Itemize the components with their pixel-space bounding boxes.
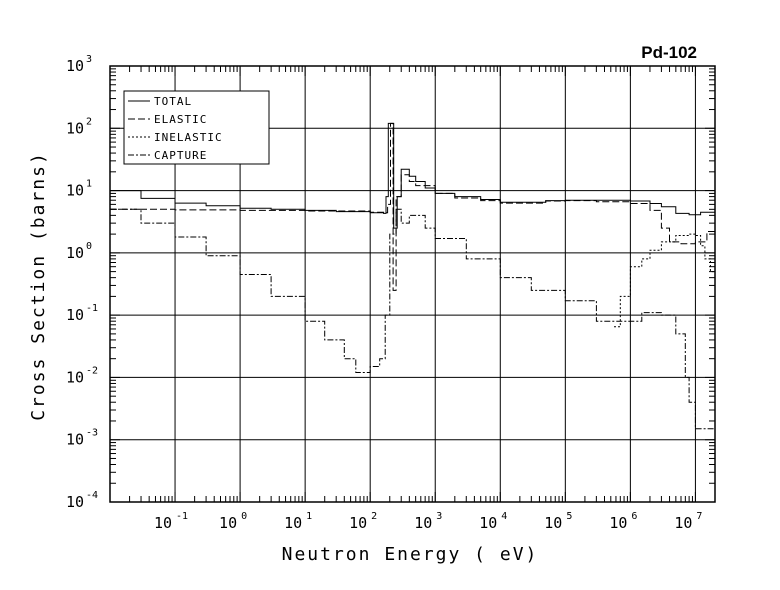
series-capture-line bbox=[110, 208, 715, 435]
x-tick-label: 10 6 bbox=[609, 511, 637, 532]
y-tick-base: 10 bbox=[66, 182, 84, 200]
y-tick-base: 10 bbox=[66, 119, 84, 137]
y-tick-base: 10 bbox=[66, 244, 84, 262]
y-tick-exponent: -4 bbox=[86, 490, 98, 501]
legend-box bbox=[123, 90, 270, 165]
y-tick-exponent: -1 bbox=[86, 303, 98, 314]
y-tick-label: 10 -2 bbox=[66, 365, 98, 386]
x-tick-exponent: 5 bbox=[566, 511, 572, 522]
y-tick-exponent: 3 bbox=[86, 54, 92, 65]
x-tick-exponent: 2 bbox=[371, 511, 377, 522]
y-tick-label: 10 3 bbox=[66, 54, 92, 75]
grid-lines bbox=[110, 66, 715, 502]
y-tick-label: 10 2 bbox=[66, 116, 92, 137]
x-tick-exponent: 3 bbox=[436, 511, 442, 522]
x-tick-label: 10 2 bbox=[349, 511, 377, 532]
y-tick-label: 10 -4 bbox=[66, 490, 98, 511]
x-tick-base: 10 bbox=[284, 514, 302, 532]
y-tick-base: 10 bbox=[66, 431, 84, 449]
x-tick-exponent: -1 bbox=[176, 511, 188, 522]
x-tick-labels: 10 -1 10 0 10 1 10 2 10 3 10 4 10 5 10 6 10 7 bbox=[154, 511, 702, 532]
x-tick-label: 10 5 bbox=[544, 511, 572, 532]
legend: TOTAL ELASTIC INELASTIC CAPTURE bbox=[123, 90, 270, 165]
legend-label-capture: CAPTURE bbox=[154, 149, 207, 162]
y-tick-label: 10 1 bbox=[66, 179, 92, 200]
y-tick-exponent: -2 bbox=[86, 365, 98, 376]
x-tick-exponent: 0 bbox=[241, 511, 247, 522]
y-tick-base: 10 bbox=[66, 306, 84, 324]
y-tick-base: 10 bbox=[66, 493, 84, 511]
x-tick-exponent: 6 bbox=[631, 511, 637, 522]
y-tick-base: 10 bbox=[66, 368, 84, 386]
series-total-line bbox=[110, 122, 715, 229]
x-tick-base: 10 bbox=[609, 514, 627, 532]
x-axis-title: Neutron Energy ( eV) bbox=[282, 544, 539, 565]
y-tick-exponent: 0 bbox=[86, 241, 92, 252]
x-tick-label: 10 0 bbox=[219, 511, 247, 532]
x-tick-base: 10 bbox=[349, 514, 367, 532]
y-tick-label: 10 0 bbox=[66, 241, 92, 262]
x-tick-base: 10 bbox=[219, 514, 237, 532]
y-tick-exponent: -3 bbox=[86, 428, 98, 439]
x-tick-label: 10 3 bbox=[414, 511, 442, 532]
x-tick-label: 10 -1 bbox=[154, 511, 188, 532]
y-tick-label: 10 -1 bbox=[66, 303, 98, 324]
x-tick-base: 10 bbox=[414, 514, 432, 532]
x-tick-base: 10 bbox=[544, 514, 562, 532]
minor-ticks bbox=[109, 65, 716, 503]
legend-label-elastic: ELASTIC bbox=[154, 113, 207, 126]
x-tick-label: 10 1 bbox=[284, 511, 312, 532]
y-tick-label: 10 -3 bbox=[66, 428, 98, 449]
x-tick-exponent: 1 bbox=[306, 511, 312, 522]
x-tick-label: 10 7 bbox=[674, 511, 702, 532]
y-axis-title: Cross Section (barns) bbox=[28, 151, 49, 421]
legend-label-inelastic: INELASTIC bbox=[154, 131, 223, 144]
y-tick-base: 10 bbox=[66, 57, 84, 75]
plot-frame bbox=[109, 65, 716, 503]
series-lines bbox=[110, 122, 715, 435]
x-tick-exponent: 4 bbox=[501, 511, 507, 522]
chart-title: Pd-102 bbox=[641, 43, 697, 62]
series-elastic-line bbox=[110, 122, 715, 291]
y-tick-exponent: 2 bbox=[86, 116, 92, 127]
y-tick-exponent: 1 bbox=[86, 179, 92, 190]
x-tick-base: 10 bbox=[154, 514, 172, 532]
series-inelastic-line bbox=[614, 233, 715, 328]
x-tick-label: 10 4 bbox=[479, 511, 507, 532]
x-tick-base: 10 bbox=[674, 514, 692, 532]
legend-label-total: TOTAL bbox=[154, 95, 192, 108]
x-tick-exponent: 7 bbox=[696, 511, 702, 522]
x-tick-base: 10 bbox=[479, 514, 497, 532]
